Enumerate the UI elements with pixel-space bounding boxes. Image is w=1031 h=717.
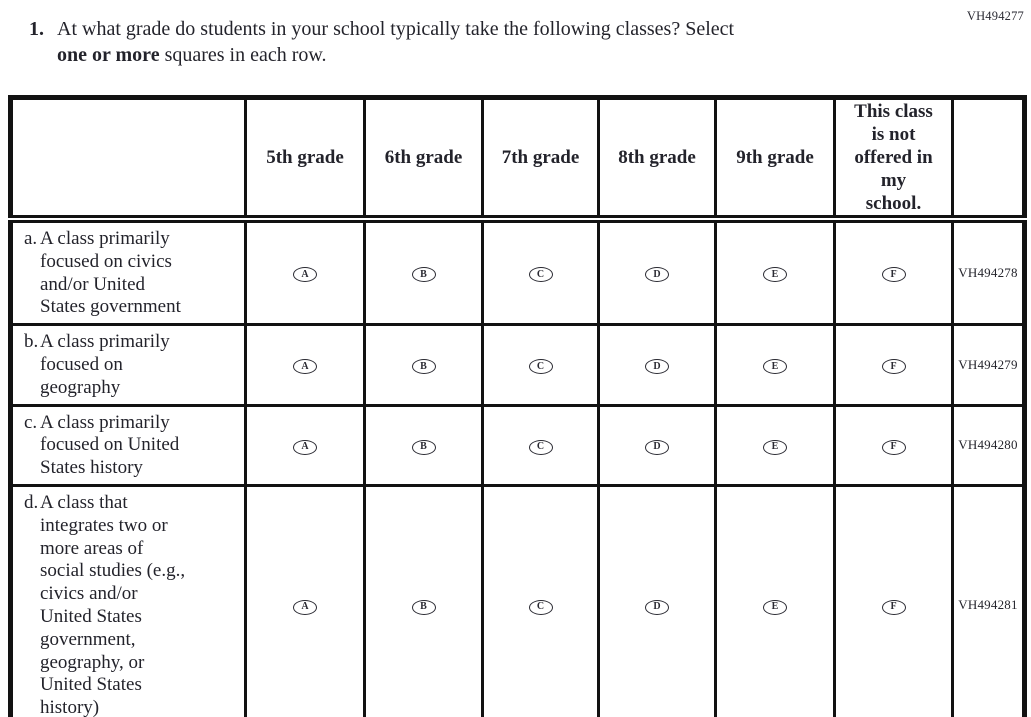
option-cell-9th-grade: E <box>714 403 836 487</box>
row-code: VH494278 <box>958 265 1018 281</box>
option-bubble-c[interactable]: C <box>528 599 553 615</box>
answer-table-body: a. A class primarily focused on civics a… <box>9 217 1026 717</box>
header-row: 5th grade 6th grade 7th grade 8th grade … <box>9 96 1026 223</box>
row-label: A class primarily focused on United Stat… <box>40 411 180 479</box>
row-label-cell: d. A class that integrates two or more a… <box>9 483 247 717</box>
question-number: 1. <box>29 18 44 40</box>
option-cell-9th-grade: E <box>714 323 836 407</box>
option-cell-7th-grade: C <box>481 217 600 327</box>
option-bubble-d[interactable]: D <box>645 439 669 455</box>
option-bubble-e[interactable]: E <box>763 359 787 375</box>
option-bubble-a[interactable]: A <box>293 267 317 283</box>
option-bubble-c[interactable]: C <box>528 359 553 375</box>
question-text-before: At what grade do students in your school… <box>57 18 735 40</box>
option-bubble-b[interactable]: B <box>411 439 436 455</box>
option-bubble-b[interactable]: B <box>411 267 436 283</box>
option-bubble-a[interactable]: A <box>293 599 317 615</box>
option-cell-7th-grade: C <box>481 483 600 717</box>
question-block: 1. At what grade do students in your sch… <box>29 16 907 68</box>
option-bubble-a[interactable]: A <box>293 359 317 375</box>
option-cell-8th-grade: D <box>597 403 717 487</box>
option-bubble-b[interactable]: B <box>411 359 436 375</box>
option-cell-9th-grade: E <box>714 483 836 717</box>
row-code-cell: VH494279 <box>951 323 1026 407</box>
option-cell-6th-grade: B <box>363 217 484 327</box>
option-bubble-c[interactable]: C <box>528 267 553 283</box>
column-header-7th-grade: 7th grade <box>481 96 600 223</box>
option-cell-5th-grade: A <box>244 483 366 717</box>
option-cell-6th-grade: B <box>363 323 484 407</box>
row-code-cell: VH494280 <box>951 403 1026 487</box>
row-letter: d. <box>24 491 39 513</box>
option-cell-8th-grade: D <box>597 217 717 327</box>
code-column-header-empty <box>951 96 1026 223</box>
column-header-8th-grade: 8th grade <box>597 96 717 223</box>
row-code: VH494280 <box>958 437 1018 453</box>
option-bubble-f[interactable]: F <box>881 267 906 283</box>
column-header-5th-grade: 5th grade <box>244 96 366 223</box>
row-label: A class primarily focused on civics and/… <box>40 228 181 318</box>
option-bubble-f[interactable]: F <box>881 599 906 615</box>
option-cell-not-offered: F <box>833 483 954 717</box>
option-cell-7th-grade: C <box>481 403 600 487</box>
option-cell-5th-grade: A <box>244 323 366 407</box>
option-bubble-e[interactable]: E <box>763 599 787 615</box>
question-text-after: squares in each row. <box>164 44 327 66</box>
option-cell-6th-grade: B <box>363 483 484 717</box>
option-bubble-e[interactable]: E <box>763 267 787 283</box>
corner-cell-empty <box>9 96 247 223</box>
option-cell-8th-grade: D <box>597 323 717 407</box>
column-header-not-offered: This class is not offered in my school. <box>833 96 954 223</box>
row-letter: b. <box>24 331 39 353</box>
option-bubble-d[interactable]: D <box>645 599 669 615</box>
row-label-cell: c. A class primarily focused on United S… <box>9 403 247 487</box>
option-cell-9th-grade: E <box>714 217 836 327</box>
grade-selection-table: 5th grade 6th grade 7th grade 8th grade … <box>8 95 1027 717</box>
row-label-cell: a. A class primarily focused on civics a… <box>9 217 247 327</box>
option-bubble-a[interactable]: A <box>293 439 317 455</box>
option-bubble-d[interactable]: D <box>645 267 669 283</box>
option-cell-8th-grade: D <box>597 483 717 717</box>
row-label-cell: b. A class primarily focused on geograph… <box>9 323 247 407</box>
option-cell-5th-grade: A <box>244 217 366 327</box>
option-cell-not-offered: F <box>833 217 954 327</box>
question-text: At what grade do students in your school… <box>57 16 907 68</box>
option-bubble-b[interactable]: B <box>411 599 436 615</box>
row-code-cell: VH494281 <box>951 483 1026 717</box>
table-row: b. A class primarily focused on geograph… <box>9 323 1026 407</box>
option-cell-not-offered: F <box>833 403 954 487</box>
row-code-cell: VH494278 <box>951 217 1026 327</box>
column-header-6th-grade: 6th grade <box>363 96 484 223</box>
column-header-9th-grade: 9th grade <box>714 96 836 223</box>
form-code: VH494277 <box>966 9 1024 23</box>
row-code: VH494279 <box>958 356 1018 372</box>
table-row: d. A class that integrates two or more a… <box>9 483 1026 717</box>
option-cell-6th-grade: B <box>363 403 484 487</box>
row-label: A class that integrates two or more area… <box>40 491 186 717</box>
option-bubble-e[interactable]: E <box>763 439 787 455</box>
option-bubble-c[interactable]: C <box>528 439 553 455</box>
row-code: VH494281 <box>958 597 1018 613</box>
option-bubble-f[interactable]: F <box>881 439 906 455</box>
table-row: c. A class primarily focused on United S… <box>9 403 1026 487</box>
row-letter: a. <box>24 228 38 249</box>
row-letter: c. <box>24 411 38 433</box>
row-label: A class primarily focused on geography <box>40 331 170 398</box>
table-row: a. A class primarily focused on civics a… <box>9 217 1026 327</box>
question-text-bold: one or more <box>57 44 160 66</box>
option-bubble-d[interactable]: D <box>645 359 669 375</box>
option-cell-not-offered: F <box>833 323 954 407</box>
option-bubble-f[interactable]: F <box>881 359 906 375</box>
option-cell-7th-grade: C <box>481 323 600 407</box>
option-cell-5th-grade: A <box>244 403 366 487</box>
